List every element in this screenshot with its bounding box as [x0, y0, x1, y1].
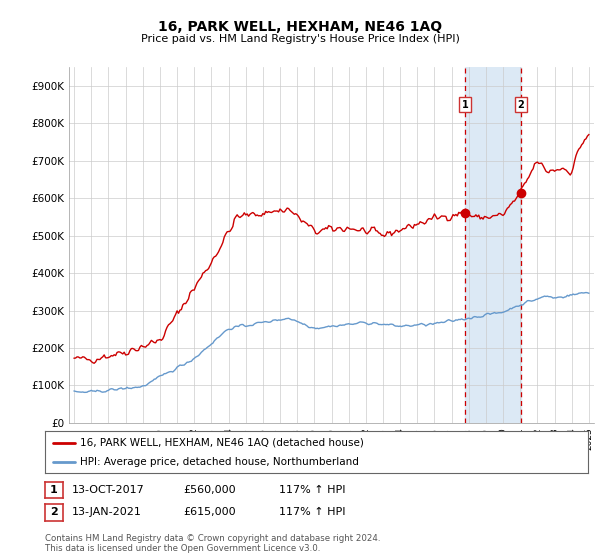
Text: This data is licensed under the Open Government Licence v3.0.: This data is licensed under the Open Gov…: [45, 544, 320, 553]
Text: 2: 2: [518, 100, 524, 110]
Text: 117% ↑ HPI: 117% ↑ HPI: [279, 485, 346, 495]
Text: 13-JAN-2021: 13-JAN-2021: [72, 507, 142, 517]
Text: HPI: Average price, detached house, Northumberland: HPI: Average price, detached house, Nort…: [80, 457, 359, 467]
Text: Contains HM Land Registry data © Crown copyright and database right 2024.: Contains HM Land Registry data © Crown c…: [45, 534, 380, 543]
Text: £615,000: £615,000: [183, 507, 236, 517]
Text: Price paid vs. HM Land Registry's House Price Index (HPI): Price paid vs. HM Land Registry's House …: [140, 34, 460, 44]
Text: 2: 2: [50, 507, 58, 517]
Text: 117% ↑ HPI: 117% ↑ HPI: [279, 507, 346, 517]
Text: 16, PARK WELL, HEXHAM, NE46 1AQ: 16, PARK WELL, HEXHAM, NE46 1AQ: [158, 20, 442, 34]
Text: 16, PARK WELL, HEXHAM, NE46 1AQ (detached house): 16, PARK WELL, HEXHAM, NE46 1AQ (detache…: [80, 437, 364, 447]
Bar: [465, 67, 521, 423]
Text: £560,000: £560,000: [183, 485, 236, 495]
Text: 13-OCT-2017: 13-OCT-2017: [72, 485, 145, 495]
Text: 1: 1: [50, 485, 58, 495]
Text: 1: 1: [462, 100, 469, 110]
